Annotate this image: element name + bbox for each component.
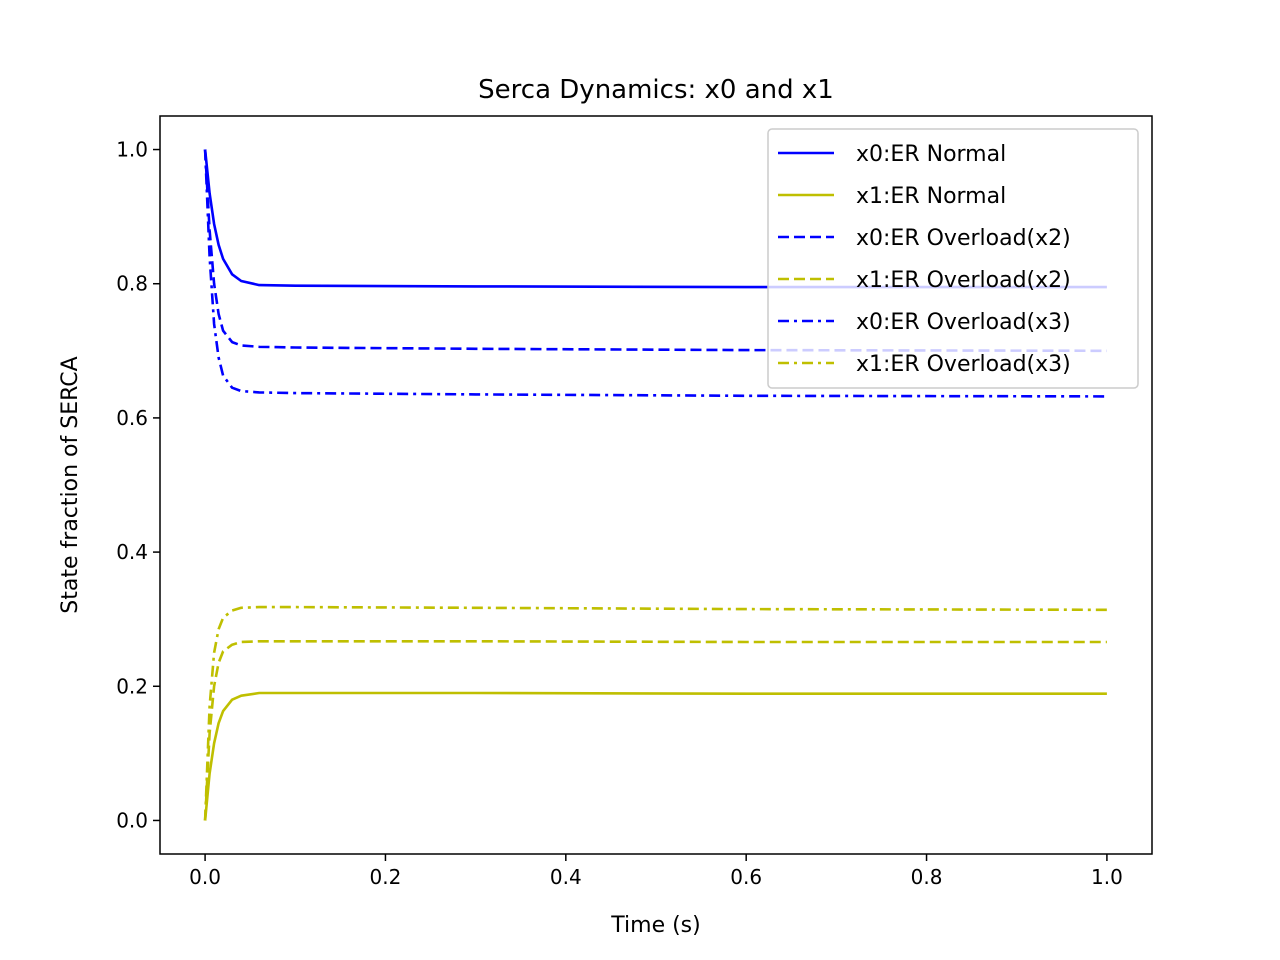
y-tick-label: 0.2: [116, 674, 148, 698]
y-tick-label: 0.0: [116, 808, 148, 832]
series-line: [203, 691, 1107, 821]
legend-label: x1:ER Overload(x2): [856, 268, 1071, 293]
x-tick-label: 1.0: [1091, 865, 1123, 889]
y-tick-label: 1.0: [116, 138, 148, 162]
chart-title: Serca Dynamics: x0 and x1: [478, 75, 834, 105]
y-axis: 0.0 0.2 0.4 0.6 0.8 1.0: [116, 138, 160, 832]
x-axis: 0.0 0.2 0.4 0.6 0.8 1.0: [189, 854, 1123, 889]
y-tick-label: 0.8: [116, 272, 148, 296]
x-tick-label: 0.0: [189, 865, 221, 889]
plot-area: [159, 115, 1153, 855]
x-axis-label: Time (s): [610, 913, 700, 938]
series-layer: [203, 149, 1107, 821]
x-tick-label: 0.2: [370, 865, 402, 889]
series-line: [203, 640, 1107, 821]
x-tick-label: 0.4: [550, 865, 582, 889]
legend: x0:ER Normal x1:ER Normal x0:ER Overload(x…: [767, 128, 1139, 389]
legend-label: x0:ER Overload(x3): [856, 310, 1071, 335]
series-line: [203, 149, 1107, 289]
y-tick-label: 0.4: [116, 540, 148, 564]
x-tick-label: 0.8: [911, 865, 943, 889]
legend-label: x0:ER Normal: [856, 142, 1006, 167]
legend-label: x1:ER Normal: [856, 184, 1006, 209]
series-line: [203, 149, 1107, 398]
legend-box: [767, 128, 1139, 389]
legend-label: x0:ER Overload(x2): [856, 226, 1071, 251]
x-tick-label: 0.6: [730, 865, 762, 889]
series-line: [203, 149, 1107, 353]
y-tick-label: 0.6: [116, 406, 148, 430]
legend-label: x1:ER Overload(x3): [856, 352, 1071, 377]
plot-frame: [159, 115, 1153, 855]
y-axis-label: State fraction of SERCA: [58, 356, 83, 613]
series-line: [203, 605, 1107, 821]
